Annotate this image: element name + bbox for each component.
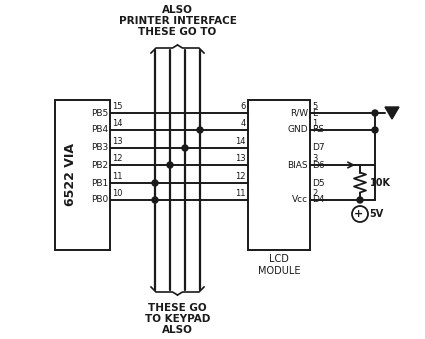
Text: 12: 12 (235, 172, 246, 181)
Text: 13: 13 (235, 154, 246, 163)
Circle shape (167, 162, 173, 168)
Text: TO KEYPAD: TO KEYPAD (145, 314, 210, 324)
Text: 14: 14 (112, 119, 122, 128)
Text: D5: D5 (312, 179, 325, 187)
Text: PB3: PB3 (91, 143, 108, 153)
Text: E: E (312, 108, 317, 118)
Text: 4: 4 (241, 119, 246, 128)
Circle shape (372, 110, 378, 116)
Text: PB1: PB1 (91, 179, 108, 187)
Text: 1: 1 (312, 119, 317, 128)
Text: 13: 13 (112, 137, 123, 146)
Text: 2: 2 (312, 189, 317, 198)
Text: PB2: PB2 (91, 160, 108, 170)
Text: THESE GO: THESE GO (148, 303, 207, 313)
Circle shape (152, 197, 158, 203)
Circle shape (152, 180, 158, 186)
Bar (55, 100, 110, 250)
Text: 11: 11 (112, 172, 122, 181)
Text: D7: D7 (312, 143, 325, 153)
Text: D4: D4 (312, 196, 325, 204)
Text: D6: D6 (312, 160, 325, 170)
Text: 10: 10 (112, 189, 122, 198)
Text: GND: GND (287, 125, 308, 135)
Text: 14: 14 (235, 137, 246, 146)
Text: 11: 11 (235, 189, 246, 198)
Text: PB4: PB4 (91, 125, 108, 135)
Text: BIAS: BIAS (287, 160, 308, 170)
Text: 10K: 10K (370, 178, 391, 187)
Text: LCD
MODULE: LCD MODULE (258, 254, 300, 276)
Text: PB0: PB0 (91, 196, 108, 204)
Circle shape (357, 197, 363, 203)
Text: R/W: R/W (290, 108, 308, 118)
Text: 15: 15 (112, 102, 122, 111)
Text: THESE GO TO: THESE GO TO (139, 27, 217, 37)
Polygon shape (385, 107, 399, 119)
Text: 3: 3 (312, 154, 317, 163)
Text: 12: 12 (112, 154, 122, 163)
Text: 5: 5 (312, 102, 317, 111)
Text: 6: 6 (241, 102, 246, 111)
Text: 5V: 5V (369, 209, 383, 219)
Text: PB5: PB5 (91, 108, 108, 118)
Text: Vcc: Vcc (292, 196, 308, 204)
Bar (248, 100, 310, 250)
Text: +: + (354, 209, 364, 219)
Circle shape (182, 145, 188, 151)
Circle shape (372, 127, 378, 133)
Text: ALSO: ALSO (162, 5, 193, 15)
Circle shape (197, 127, 203, 133)
Text: RS: RS (312, 125, 324, 135)
Text: 6522 VIA: 6522 VIA (64, 143, 77, 206)
Text: PRINTER INTERFACE: PRINTER INTERFACE (119, 16, 236, 26)
Text: ALSO: ALSO (162, 325, 193, 335)
